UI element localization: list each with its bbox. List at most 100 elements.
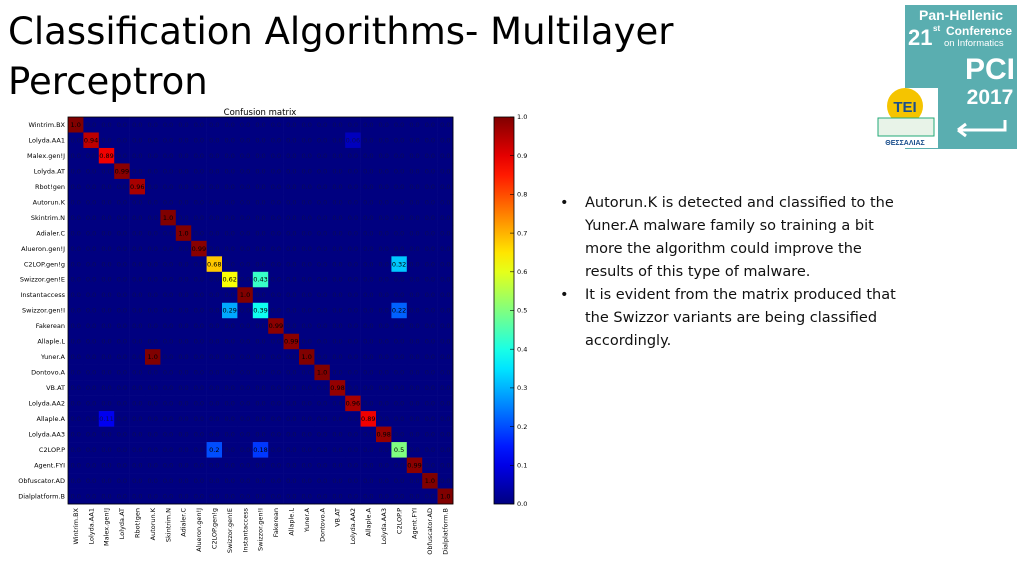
- cell-label: 0.0: [286, 477, 296, 485]
- cell-label: 0.0: [440, 183, 450, 191]
- cell-label: 0.0: [255, 183, 265, 191]
- cell: [406, 442, 423, 458]
- cell: [360, 147, 377, 164]
- cell: [422, 364, 438, 381]
- cell: [160, 178, 177, 195]
- cell-label: 0.0: [101, 384, 111, 392]
- cell: [376, 209, 392, 226]
- y-tick-label: Lolyda.AA3: [28, 431, 65, 439]
- x-tick-label: Fakerean: [272, 508, 280, 537]
- cell-label: 0.0: [271, 384, 281, 392]
- cell: [314, 442, 331, 458]
- cell: [437, 442, 454, 458]
- cell-label: 0.0: [209, 462, 219, 470]
- cell-label: 0.0: [317, 415, 327, 423]
- cell: [145, 442, 161, 458]
- cell-label: 0.0: [225, 415, 235, 423]
- cell-label: 0.98: [330, 384, 344, 392]
- cell: [191, 209, 207, 226]
- cell: [406, 132, 423, 149]
- cell-label: 0.0: [363, 183, 373, 191]
- cell-label: 0.0: [117, 369, 127, 377]
- cell: [129, 349, 146, 365]
- cell-label: 0.0: [379, 446, 389, 454]
- cell: [114, 318, 130, 335]
- colorbar-tick-label: 0.0: [517, 500, 527, 508]
- cell-label: 0.0: [286, 400, 296, 408]
- cell: [345, 240, 361, 257]
- cell-label: 1.0: [148, 353, 158, 361]
- cell: [283, 178, 300, 195]
- cell: [83, 271, 100, 288]
- cell-label: 0.0: [440, 167, 450, 175]
- cell-label: 0.0: [132, 198, 142, 206]
- cell: [268, 473, 284, 489]
- cell-label: 0.0: [194, 462, 204, 470]
- cell-label: 0.0: [317, 400, 327, 408]
- cell-label: 0.0: [209, 322, 219, 330]
- cell-label: 0.0: [132, 384, 142, 392]
- cell-label: 0.0: [117, 384, 127, 392]
- cell-label: 0.0: [240, 136, 250, 144]
- cell-label: 0.0: [178, 276, 188, 284]
- cell-label: 0.0: [132, 431, 142, 439]
- cell: [376, 395, 392, 412]
- cell-label: 0.0: [332, 198, 342, 206]
- cell: [191, 256, 207, 273]
- cell-label: 0.0: [394, 214, 404, 222]
- cell-label: 0.0: [348, 384, 358, 392]
- cell-label: 0.0: [209, 369, 219, 377]
- cell-label: 0.0: [117, 307, 127, 315]
- cell-label: 0.0: [348, 477, 358, 485]
- cell: [422, 488, 438, 505]
- cell-label: 0.0: [86, 121, 96, 129]
- cell: [391, 333, 408, 350]
- x-tick-label: Allaple.L: [288, 508, 296, 536]
- cell-label: 0.0: [409, 431, 419, 439]
- cell-label: 0.0: [255, 167, 265, 175]
- cell: [345, 147, 361, 164]
- cell-label: 0.0: [225, 229, 235, 237]
- cell: [145, 364, 161, 381]
- cell: [175, 240, 192, 257]
- cell-label: 0.0: [132, 353, 142, 361]
- cell: [206, 457, 223, 474]
- cell-label: 0.0: [332, 400, 342, 408]
- cell: [68, 163, 84, 180]
- cell-label: 0.0: [425, 167, 435, 175]
- cell-label: 0.0: [317, 307, 327, 315]
- cell-label: 0.0: [255, 322, 265, 330]
- cell-label: 0.0: [302, 338, 312, 346]
- cell-label: 0.0: [317, 167, 327, 175]
- cell: [129, 426, 146, 443]
- cell-label: 0.0: [409, 121, 419, 129]
- cell: [252, 457, 269, 474]
- cell: [83, 411, 100, 427]
- cell-label: 0.0: [425, 152, 435, 160]
- cell-label: 0.0: [163, 400, 173, 408]
- cell: [406, 411, 423, 427]
- cell-label: 0.0: [394, 136, 404, 144]
- cell: [391, 256, 408, 273]
- cell-label: 0.0: [71, 322, 81, 330]
- cell-label: 0.0: [271, 121, 281, 129]
- cell: [191, 488, 207, 505]
- bullet-line: more the algorithm could improve the: [585, 241, 862, 257]
- cell: [222, 488, 238, 505]
- cell: [237, 225, 254, 242]
- cell-label: 0.0: [148, 322, 158, 330]
- cell: [329, 349, 346, 365]
- cell-label: 0.99: [407, 462, 421, 470]
- cell: [299, 178, 315, 195]
- colorbar-tick-label: 0.8: [517, 191, 527, 199]
- cell: [283, 349, 300, 365]
- cell: [83, 302, 100, 319]
- cell: [314, 256, 331, 273]
- cell-label: 0.0: [425, 384, 435, 392]
- cell: [345, 395, 361, 412]
- x-tick-label: Allaple.A: [365, 507, 373, 536]
- cell: [145, 349, 161, 365]
- cell-label: 0.0: [317, 183, 327, 191]
- cell: [191, 147, 207, 164]
- cell-label: 0.0: [132, 415, 142, 423]
